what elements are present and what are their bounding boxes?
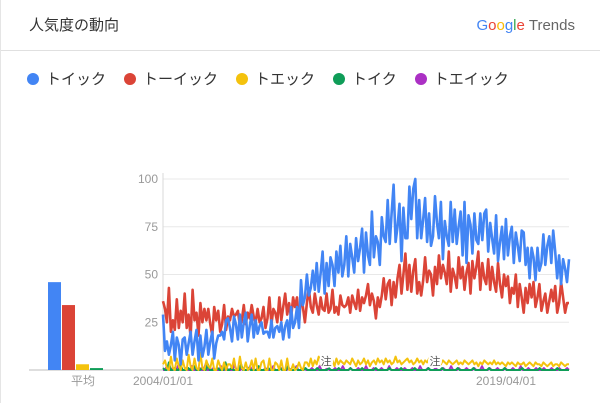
legend-label: トエック (255, 70, 316, 88)
google-letter: G (476, 17, 489, 34)
google-letter: g (504, 17, 514, 34)
series-line-3[interactable] (162, 361, 569, 371)
legend-dot-icon (124, 73, 137, 85)
google-letter: e (516, 17, 525, 34)
annotation-label[interactable]: 注 (429, 354, 440, 368)
google-wordmark: Google (476, 17, 524, 34)
average-bar-0[interactable] (48, 282, 61, 370)
legend-item[interactable]: トーイック (124, 68, 218, 89)
legend-item[interactable]: トエイック (414, 68, 509, 89)
google-trends-logo: Google Trends (476, 17, 575, 34)
legend-dot-icon (236, 73, 249, 85)
google-letter: l (513, 17, 517, 34)
series-line-0[interactable] (161, 177, 571, 366)
legend-label: トイック (46, 70, 107, 88)
series-line-1[interactable] (161, 250, 569, 339)
legend-dot-icon (333, 73, 346, 85)
legend-item[interactable]: トイック (27, 68, 106, 89)
y-tick-label: 50 (145, 268, 159, 282)
annotation-marker[interactable] (427, 354, 442, 368)
legend-item[interactable]: トエック (236, 68, 315, 89)
legend-label: トイク (352, 70, 397, 88)
legend-label: トーイック (143, 70, 219, 88)
trends-wordmark: Trends (528, 17, 575, 34)
google-letter: o (496, 17, 505, 34)
average-bar-1[interactable] (62, 305, 75, 370)
widget-header: 人気度の動向 Google Trends (1, 0, 600, 51)
average-bar-2[interactable] (76, 364, 89, 370)
y-tick-label: 25 (145, 315, 159, 329)
annotation-label[interactable]: 注 (321, 354, 332, 368)
x-tick-label: 2004/01/01 (133, 374, 193, 388)
legend-dot-icon (27, 73, 39, 85)
series-line-2[interactable] (162, 351, 569, 371)
y-tick-label: 75 (145, 220, 159, 234)
annotation-marker[interactable] (319, 354, 334, 368)
y-tick-label: 100 (138, 172, 158, 186)
legend-label: トエイック (433, 70, 509, 88)
average-label: 平均 (71, 374, 95, 388)
average-bar-3[interactable] (90, 368, 103, 370)
widget-title: 人気度の動向 (29, 16, 120, 34)
google-letter: o (488, 17, 497, 34)
legend-dot-icon (414, 73, 427, 85)
legend-item[interactable]: トイク (333, 68, 397, 89)
x-tick-label: 2019/04/01 (476, 374, 536, 388)
chart-legend: トイック トーイック トエック トイク トエイック (27, 68, 527, 90)
